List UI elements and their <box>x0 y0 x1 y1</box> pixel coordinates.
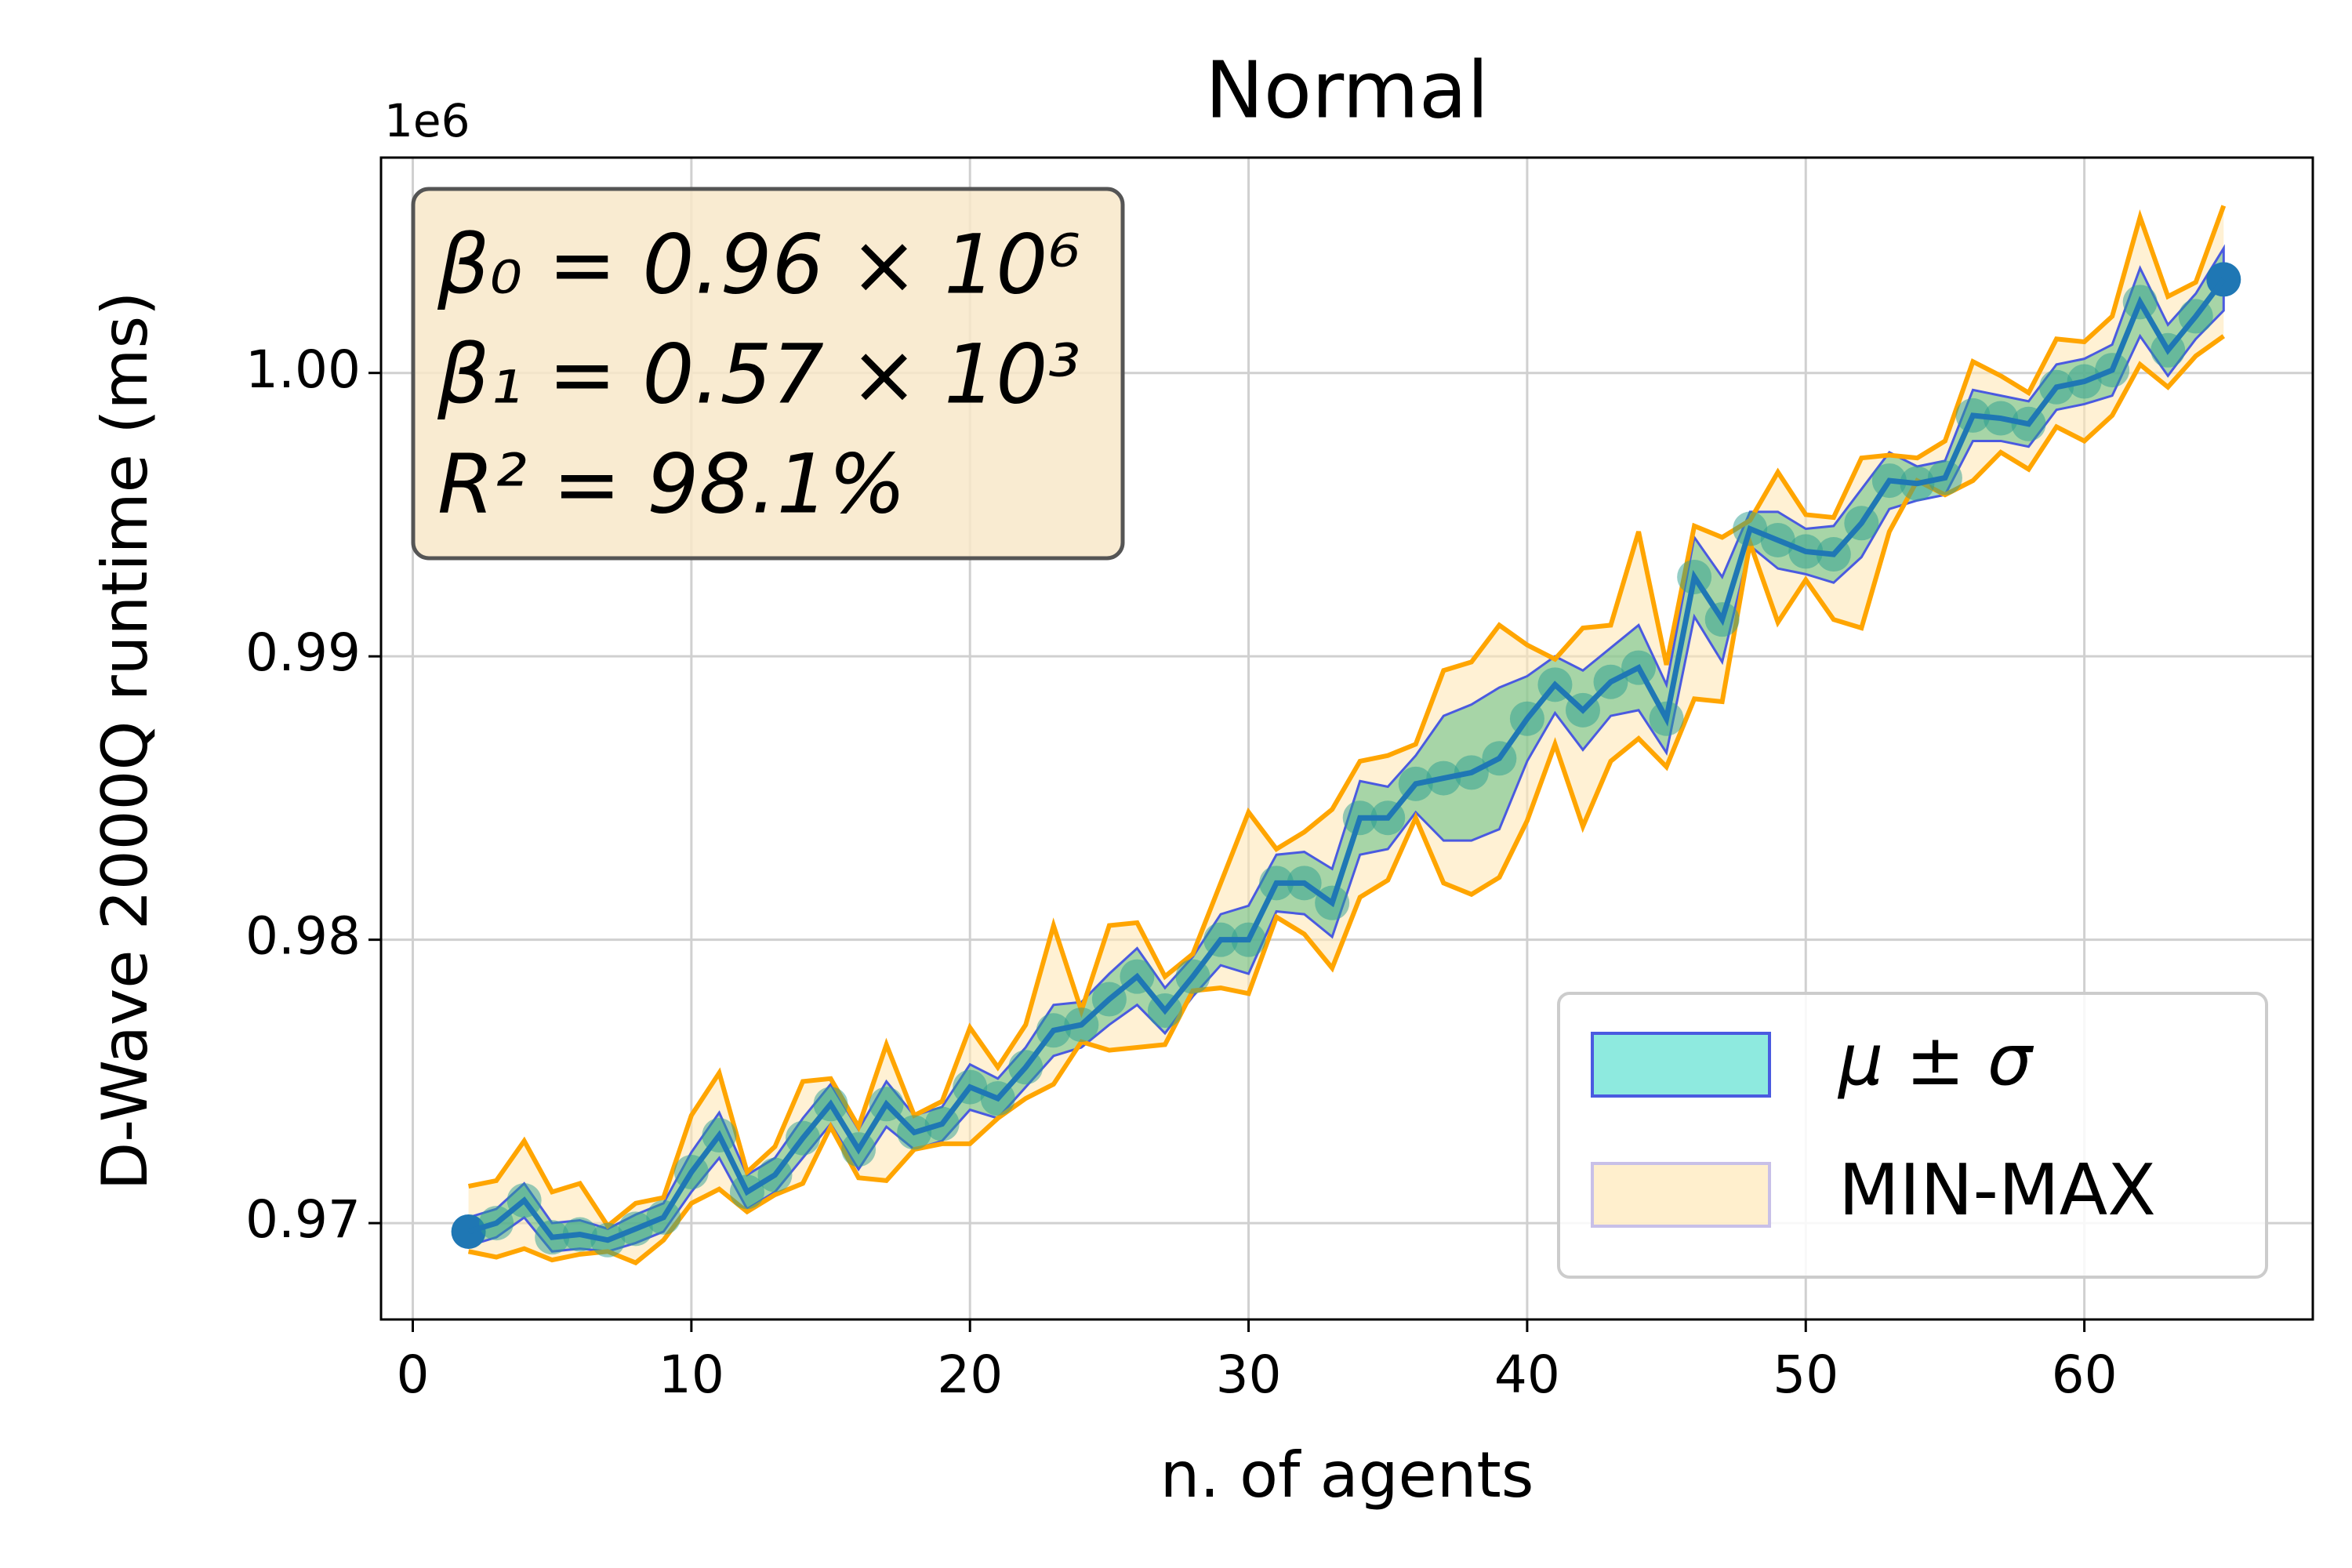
x-axis-label: n. of agents <box>1160 1439 1534 1512</box>
offset-label: 1e6 <box>384 94 470 147</box>
y-axis-label: D-Wave 2000Q runtime (ms) <box>89 292 162 1191</box>
x-tick-label: 60 <box>2052 1345 2118 1405</box>
x-tick-label: 50 <box>1773 1345 1838 1405</box>
x-tick-label: 0 <box>397 1345 430 1405</box>
y-tick-label: 0.97 <box>245 1189 361 1250</box>
x-tick-label: 30 <box>1216 1345 1282 1405</box>
plot-frame <box>379 156 2314 1321</box>
legend-label: MIN-MAX <box>1838 1149 2156 1232</box>
x-tick-label: 20 <box>937 1345 1003 1405</box>
x-tick-label: 10 <box>659 1345 724 1405</box>
y-tick-label: 0.98 <box>245 906 361 967</box>
annotation: β₁ = 0.57 × 10³ <box>437 326 1080 422</box>
legend-swatch <box>1591 1162 1771 1228</box>
chart-title: Normal <box>1205 44 1489 136</box>
annotation: β₀ = 0.96 × 10⁶ <box>437 216 1080 312</box>
mean-line <box>467 278 2227 1243</box>
legend-label: μ ± σ <box>1837 1019 2034 1102</box>
annotation-box <box>411 187 1125 561</box>
legend-swatch <box>1591 1032 1771 1098</box>
x-tick-label: 40 <box>1494 1345 1560 1405</box>
legend: μ ± σ MIN-MAX <box>1557 992 2268 1279</box>
y-tick-label: 1.00 <box>245 339 361 400</box>
max-line <box>467 205 2227 1230</box>
annotation: R² = 98.1% <box>437 436 906 532</box>
y-tick-label: 0.99 <box>245 622 361 683</box>
